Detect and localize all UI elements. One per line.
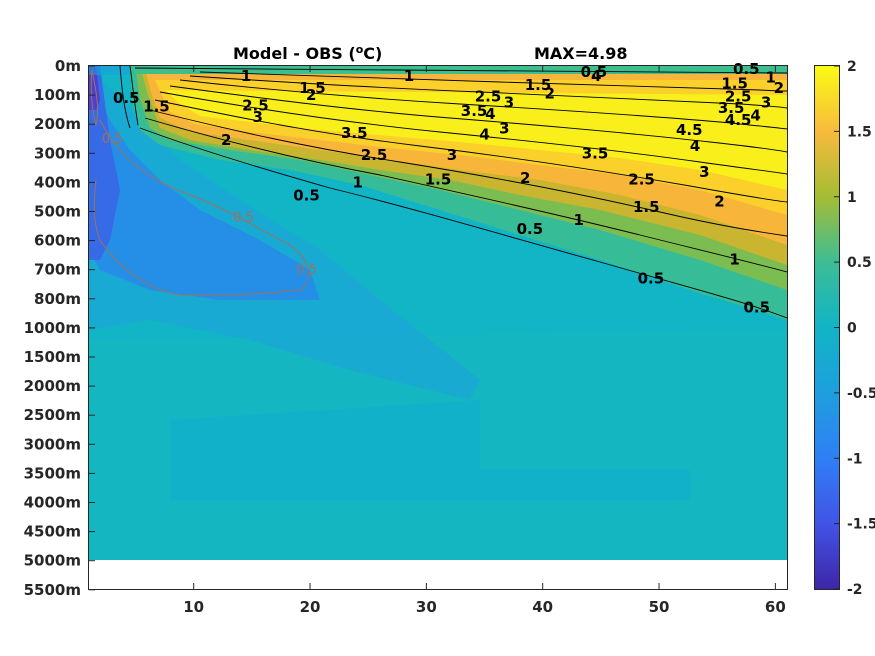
colorbar-tick-label: 0.5 <box>847 255 872 271</box>
contour-label: 4.5 <box>725 111 752 129</box>
contour-label: 2.5 <box>361 146 388 164</box>
heatmap-field <box>89 66 787 560</box>
y-tick-label: 2000m <box>24 377 81 395</box>
contour-label: 3.5 <box>461 102 488 120</box>
contour-label: 0.5 <box>743 299 770 317</box>
no-data-region <box>89 560 787 589</box>
contour-label: 4 <box>485 105 495 123</box>
contour-label: 4.5 <box>676 121 703 139</box>
contour-label: 1.5 <box>425 170 452 188</box>
contour-label: 0.5 <box>113 89 140 107</box>
x-tick-label: 40 <box>532 598 553 616</box>
contour-label: 3 <box>761 93 771 111</box>
contour-label: 1.5 <box>633 198 660 216</box>
contour-label: 1 <box>353 173 363 191</box>
contour-label: 3 <box>504 93 514 111</box>
y-tick-label: 300m <box>34 144 81 162</box>
y-tick-label: 4000m <box>24 494 81 512</box>
y-axis: 0m 100m 200m 300m 400m 500m 600m 700m 800m 1000m 1… <box>24 57 95 599</box>
contour-label: 0.5 <box>293 186 320 204</box>
contour-label: 0.5 <box>581 63 608 81</box>
colorbar-tick-label: 2 <box>847 59 857 75</box>
max-label: MAX=4.98 <box>534 44 628 63</box>
contour-label: 2 <box>221 131 231 149</box>
colorbar-tick-label: -0.5 <box>847 386 875 402</box>
contour-lines <box>119 66 787 319</box>
contour-label: 3 <box>252 108 262 126</box>
contour-label: 3.5 <box>341 124 368 142</box>
negative-contour-label: 0.5 <box>102 132 123 147</box>
y-tick-label: 2500m <box>24 406 81 424</box>
contour-label: 4 <box>690 137 700 155</box>
x-tick-label: 10 <box>183 598 204 616</box>
contour-label: 1.5 <box>525 76 552 94</box>
x-axis: 10 20 30 40 50 60 <box>183 66 786 616</box>
x-tick-label: 50 <box>649 598 670 616</box>
x-tick-label: 20 <box>300 598 321 616</box>
colorbar-tick-label: -1 <box>847 451 863 467</box>
contour-label: 2 <box>544 85 554 103</box>
contour-label: 3 <box>499 120 509 138</box>
contour-label: 3 <box>699 163 709 181</box>
y-tick-label: 600m <box>34 232 81 250</box>
y-tick-label: 400m <box>34 173 81 191</box>
contour-label: 3.5 <box>582 144 609 162</box>
contour-label: 2.5 <box>725 88 752 106</box>
contour-label: 1.5 <box>299 79 326 97</box>
contour-label: 0.5 <box>638 269 665 287</box>
title-unit-tail: C) <box>363 44 382 63</box>
contour-label: 2.5 <box>475 88 502 106</box>
contour-label: 2 <box>520 169 530 187</box>
colorbar-frame <box>814 65 840 590</box>
colorbar-tick-label: -1.5 <box>847 517 875 533</box>
y-tick-label: 4500m <box>24 523 81 541</box>
contour-label: 1.5 <box>143 98 170 116</box>
y-tick-label: 1000m <box>24 319 81 337</box>
chart-title: Model - OBS (oC) <box>233 43 382 63</box>
contour-label: 3.5 <box>718 99 745 117</box>
negative-contour-label: 0.5 <box>233 210 254 225</box>
contour-label: 2.5 <box>242 96 269 114</box>
negative-contour-label: 0.5 <box>296 263 317 278</box>
contour-label: 4 <box>479 125 489 143</box>
contour-label: 2 <box>774 79 784 97</box>
contour-label: 3 <box>447 146 457 164</box>
contour-label: 4 <box>750 106 760 124</box>
colorbar-ticks: 2 1.5 1 0.5 0 -0.5 -1 -1.5 -2 <box>834 59 875 598</box>
contour-label: 2 <box>306 86 316 104</box>
y-tick-label: 500m <box>34 203 81 221</box>
title-unit-superscript: o <box>356 43 364 56</box>
contour-label: 0.5 <box>517 220 544 238</box>
contour-label: 1 <box>574 211 584 229</box>
colorbar-tick-label: 1 <box>847 190 857 206</box>
colorbar-tick-label: 0 <box>847 321 857 337</box>
y-tick-label: 3000m <box>24 435 81 453</box>
y-tick-label: 100m <box>34 86 81 104</box>
x-tick-label: 30 <box>416 598 437 616</box>
contour-label: 2.5 <box>628 170 655 188</box>
colorbar-tick-label: -2 <box>847 582 863 598</box>
y-tick-label: 1500m <box>24 348 81 366</box>
contour-label: 1 <box>404 67 414 85</box>
x-tick-label: 60 <box>765 598 786 616</box>
negative-contours <box>90 69 310 296</box>
contour-label: 4 <box>591 67 601 85</box>
contour-label: 1 <box>241 67 251 85</box>
colorbar-tick-label: 1.5 <box>847 124 872 140</box>
axes-frame <box>88 65 788 590</box>
y-tick-label: 3500m <box>24 464 81 482</box>
y-tick-label: 700m <box>34 261 81 279</box>
y-tick-label: 5000m <box>24 552 81 570</box>
y-tick-label: 800m <box>34 290 81 308</box>
y-tick-label: 200m <box>34 115 81 133</box>
y-tick-label: 5500m <box>24 581 81 599</box>
contour-label: 1.5 <box>721 74 748 92</box>
contour-label: 1 <box>729 251 739 269</box>
y-tick-label: 0m <box>55 57 81 75</box>
contour-label: 2 <box>714 192 724 210</box>
contour-label: 0.5 <box>733 60 760 78</box>
contour-label: 1 <box>765 69 775 87</box>
